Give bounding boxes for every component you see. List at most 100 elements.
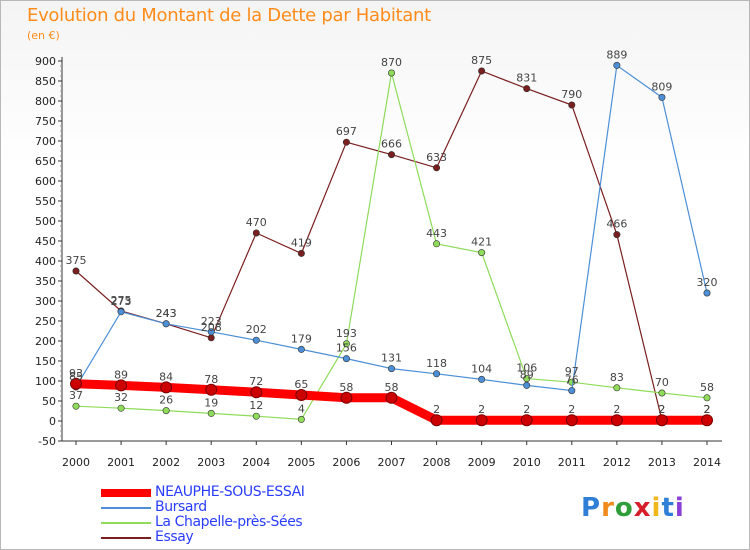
- logo-letter: t: [661, 493, 675, 523]
- series-point-1: [478, 375, 486, 383]
- data-label: 58: [385, 381, 399, 394]
- y-tick-label: 350: [35, 275, 56, 288]
- data-label: 2: [704, 403, 711, 416]
- x-tick-label: 2009: [468, 456, 496, 469]
- data-label: 106: [516, 362, 537, 375]
- data-label: 633: [426, 151, 447, 164]
- series-point-0: [340, 391, 353, 404]
- series-point-3: [207, 334, 215, 342]
- series-point-1: [252, 336, 260, 344]
- data-label: 156: [336, 342, 357, 355]
- data-label: 76: [565, 374, 579, 387]
- series-point-3: [387, 151, 395, 159]
- series-point-0: [655, 414, 668, 427]
- data-label: 2: [613, 403, 620, 416]
- series-point-0: [160, 381, 173, 394]
- series-point-2: [252, 412, 260, 420]
- x-tick-label: 2004: [242, 456, 270, 469]
- data-label: 419: [291, 236, 312, 249]
- x-tick-label: 2010: [513, 456, 541, 469]
- data-label: 19: [204, 396, 218, 409]
- series-point-3: [613, 231, 621, 239]
- data-label: 2: [568, 403, 575, 416]
- y-tick-label: 250: [35, 315, 56, 328]
- data-label: 93: [69, 367, 83, 380]
- data-label: 58: [339, 381, 353, 394]
- data-label: 202: [246, 323, 267, 336]
- series-point-0: [520, 414, 533, 427]
- series-point-3: [342, 138, 350, 146]
- series-point-0: [205, 383, 218, 396]
- unit-label: (en €): [27, 29, 60, 42]
- x-tick-label: 2002: [152, 456, 180, 469]
- y-tick-label: 50: [42, 395, 56, 408]
- series-point-2: [703, 394, 711, 402]
- legend-label-bursard: Bursard: [155, 499, 207, 515]
- data-label: 889: [606, 48, 627, 61]
- x-tick-label: 2012: [603, 456, 631, 469]
- series-point-3: [433, 164, 441, 172]
- data-label: 466: [606, 218, 627, 231]
- x-tick-label: 2013: [648, 456, 676, 469]
- y-tick-label: 600: [35, 175, 56, 188]
- series-point-1: [207, 328, 215, 336]
- data-label: 65: [294, 378, 308, 391]
- x-tick-label: 2006: [332, 456, 360, 469]
- data-label: 2: [704, 403, 711, 416]
- series-point-1: [523, 381, 531, 389]
- series-point-0: [475, 414, 488, 427]
- series-point-3: [523, 85, 531, 93]
- series-point-2: [72, 402, 80, 410]
- x-tick-label: 2007: [378, 456, 406, 469]
- y-tick-label: 750: [35, 115, 56, 128]
- series-point-3: [478, 67, 486, 75]
- data-label: 443: [426, 227, 447, 240]
- y-tick-label: 150: [35, 355, 56, 368]
- series-point-0: [430, 414, 443, 427]
- logo-letter: P: [581, 493, 602, 523]
- legend-item-la-chapelle: La Chapelle-près-Sées: [101, 514, 421, 530]
- data-label: 275: [111, 294, 132, 307]
- series-point-1: [703, 289, 711, 297]
- series-point-3: [297, 249, 305, 257]
- series-point-0: [70, 377, 82, 390]
- data-label: 421: [471, 236, 492, 249]
- logo-letter: o: [614, 493, 634, 523]
- data-label: 2: [658, 403, 665, 416]
- series-point-1: [297, 345, 305, 353]
- series-point-1: [162, 320, 170, 328]
- data-label: 320: [697, 276, 718, 289]
- series-point-0: [295, 389, 308, 401]
- series-point-3: [252, 229, 260, 237]
- x-tick-label: 2000: [62, 456, 90, 469]
- y-tick-label: 500: [35, 215, 56, 228]
- logo-letter: x: [633, 493, 652, 523]
- series-point-1: [387, 365, 395, 373]
- data-label: 870: [381, 56, 402, 69]
- data-label: 83: [610, 371, 624, 384]
- y-tick-label: 650: [35, 155, 56, 168]
- series-point-1: [433, 370, 441, 378]
- legend-swatch-la-chapelle: [101, 522, 151, 524]
- data-label: 223: [201, 315, 222, 328]
- x-tick-label: 2011: [558, 456, 586, 469]
- data-label: 85: [69, 370, 83, 383]
- y-tick-label: 550: [35, 195, 56, 208]
- series-point-2: [433, 240, 441, 248]
- data-label: 193: [336, 327, 357, 340]
- y-tick-label: 800: [35, 95, 56, 108]
- data-label: 131: [381, 352, 402, 365]
- data-label: 78: [204, 373, 218, 386]
- data-label: 809: [651, 80, 672, 93]
- data-label: 4: [298, 402, 305, 415]
- series-point-2: [162, 407, 170, 415]
- legend-swatch-essay: [101, 537, 151, 539]
- data-label: 875: [471, 54, 492, 67]
- series-point-1: [613, 61, 621, 69]
- y-tick-label: 700: [35, 135, 56, 148]
- data-label: 97: [565, 365, 579, 378]
- x-tick-label: 2005: [287, 456, 315, 469]
- series-point-0: [115, 379, 128, 392]
- series-point-2: [207, 409, 215, 417]
